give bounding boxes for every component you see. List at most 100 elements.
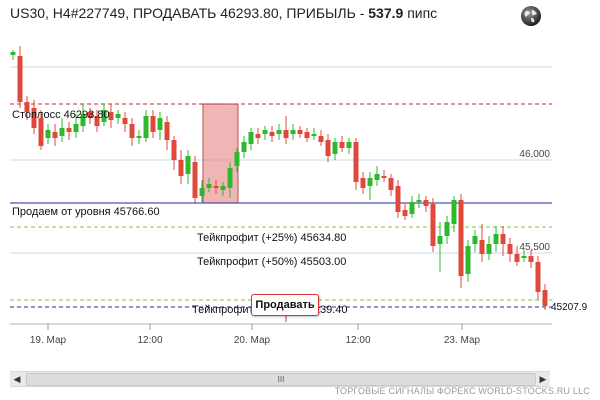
- candle-body: [227, 168, 233, 188]
- candle-body: [367, 178, 373, 186]
- candle-body: [360, 178, 366, 188]
- candle-body: [52, 132, 58, 138]
- candle-body: [269, 132, 275, 136]
- candle-body: [241, 142, 247, 152]
- price-label-45500: 45,500: [519, 242, 550, 253]
- candles: [10, 46, 548, 310]
- candle-body: [276, 130, 282, 134]
- sell-button[interactable]: Продавать: [251, 294, 319, 316]
- candle-body: [248, 132, 254, 144]
- candle-body: [353, 142, 359, 182]
- candle-body: [73, 124, 79, 132]
- horizontal-scrollbar[interactable]: ◀ III ▶: [10, 371, 550, 387]
- time-label: 23. Мар: [444, 335, 481, 346]
- candle-body: [234, 152, 240, 166]
- globe-icon[interactable]: [520, 5, 542, 27]
- candle-body: [514, 254, 520, 262]
- time-label: 19. Мар: [30, 335, 67, 346]
- candle-body: [192, 162, 198, 198]
- time-axis: 19. Мар 12:00 20. Мар 12:00 23. Мар: [30, 324, 481, 346]
- candle-body: [388, 178, 394, 190]
- tp50-label: Тейкпрофит (+50%) 45503.00: [197, 256, 346, 268]
- tp25-label: Тейкпрофит (+25%) 45634.80: [197, 232, 346, 244]
- candle-body: [185, 156, 191, 174]
- candle-body: [346, 142, 352, 148]
- candle-body: [38, 118, 44, 146]
- candle-body: [444, 222, 450, 236]
- time-label: 20. Мар: [234, 335, 271, 346]
- candle-body: [157, 118, 163, 130]
- candle-body: [339, 142, 345, 148]
- candle-body: [143, 116, 149, 138]
- candle-body: [402, 210, 408, 216]
- candle-body: [472, 236, 478, 244]
- candle-body: [136, 136, 142, 138]
- candle-body: [304, 132, 310, 138]
- grid: [10, 66, 552, 325]
- candle-body: [528, 256, 534, 262]
- time-label: 12:00: [137, 335, 162, 346]
- candle-body: [325, 140, 331, 156]
- scrollbar-thumb[interactable]: III: [26, 373, 536, 386]
- candle-body: [542, 290, 548, 306]
- chart-title: US30, H4#227749, ПРОДАВАТЬ 46293.80, ПРИ…: [10, 5, 437, 21]
- candle-body: [178, 160, 184, 176]
- candle-body: [66, 128, 72, 132]
- candle-body: [395, 186, 401, 212]
- candle-body: [199, 188, 205, 196]
- candle-body: [101, 110, 107, 122]
- candle-body: [122, 118, 128, 124]
- title-prefix: US30, H4#227749, ПРОДАВАТЬ 46293.80, ПРИ…: [10, 5, 369, 21]
- candle-body: [108, 112, 114, 120]
- candle-body: [500, 234, 506, 244]
- candle-body: [283, 130, 289, 138]
- candle-body: [332, 142, 338, 154]
- candle-body: [213, 186, 219, 188]
- candle-body: [129, 124, 135, 138]
- candle-body: [297, 130, 303, 134]
- candle-body: [255, 134, 261, 138]
- candle-body: [458, 200, 464, 276]
- candle-body: [409, 202, 415, 214]
- candle-body: [507, 244, 513, 254]
- entry-label: Продаем от уровня 45766.60: [12, 206, 160, 218]
- candle-body: [423, 200, 429, 206]
- candle-body: [451, 200, 457, 224]
- candle-body: [59, 128, 65, 136]
- candle-body: [465, 246, 471, 274]
- candle-body: [115, 114, 121, 118]
- footer-watermark: ТОРГОВЫЕ СИГНАЛЫ ФОРЕКС WORLD-STOCKS.RU …: [334, 386, 590, 396]
- candle-body: [479, 240, 485, 254]
- scroll-left-icon[interactable]: ◀: [13, 374, 21, 384]
- candle-body: [80, 114, 86, 126]
- candle-body: [486, 244, 492, 254]
- candle-body: [164, 122, 170, 140]
- profit-value: 537.9: [368, 5, 404, 21]
- candle-body: [381, 176, 387, 178]
- candle-body: [318, 136, 324, 142]
- candle-body: [290, 130, 296, 134]
- candle-body: [17, 56, 23, 102]
- candle-body: [437, 236, 443, 244]
- candle-body: [24, 102, 30, 112]
- time-label: 12:00: [345, 335, 370, 346]
- candle-body: [416, 200, 422, 202]
- candle-body: [535, 262, 541, 292]
- candle-body: [45, 130, 51, 138]
- title-suffix: пипс: [403, 5, 438, 21]
- candle-body: [311, 134, 317, 136]
- candle-body: [150, 116, 156, 132]
- current-price-label: 45207.9: [551, 302, 588, 313]
- candle-body: [31, 108, 37, 128]
- candlestick-chart[interactable]: Стоплосс 46293.80 Продаем от уровня 4576…: [0, 0, 600, 370]
- candle-body: [87, 112, 93, 118]
- candle-body: [521, 256, 527, 258]
- candle-body: [262, 130, 268, 134]
- scroll-right-icon[interactable]: ▶: [539, 374, 547, 384]
- candle-body: [206, 184, 212, 188]
- candle-body: [374, 174, 380, 180]
- candle-body: [220, 186, 226, 190]
- price-label-46000: 46,000: [519, 149, 550, 160]
- candle-body: [171, 140, 177, 160]
- stoploss-label: Стоплосс 46293.80: [12, 109, 110, 121]
